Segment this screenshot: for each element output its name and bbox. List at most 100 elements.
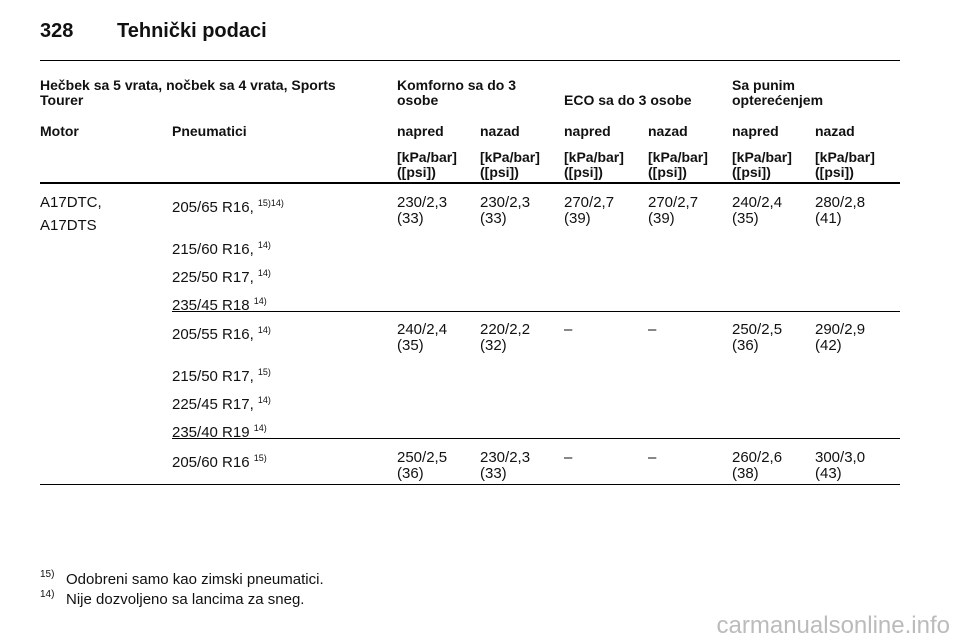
pressure: 260/2,6 (38) [732, 450, 782, 482]
unit-header: [kPa/bar] ([psi]) [397, 149, 457, 180]
pressure-psi: (33) [397, 210, 424, 227]
tyre-note: 14) [253, 296, 267, 306]
footnote-mark: 14) [40, 589, 55, 600]
column-header: napred [732, 123, 779, 139]
pressure-psi: (36) [397, 465, 424, 482]
pressure-kpa-bar: 240/2,4 [732, 194, 783, 211]
pressure-kpa-bar: 240/2,4 [397, 321, 448, 338]
column-header: nazad [480, 123, 520, 139]
pressure: 270/2,7 (39) [648, 195, 698, 227]
pressure-kpa-bar: 280/2,8 [815, 194, 866, 211]
pressure-psi: (41) [815, 210, 842, 227]
pressure-psi: (39) [564, 210, 591, 227]
pressure-psi: (36) [732, 337, 759, 354]
pressure-kpa-bar: 250/2,5 [732, 321, 783, 338]
tyre-size: 225/50 R17, [172, 269, 254, 286]
tyre-size: 215/60 R16, [172, 241, 254, 258]
tyre-size: 205/65 R16, [172, 199, 254, 216]
pressure-psi: (39) [648, 210, 675, 227]
tyre: 225/50 R17, 14) [172, 265, 271, 286]
tyre: 235/45 R18 14) [172, 293, 267, 314]
tyre: 215/60 R16, 14) [172, 237, 271, 258]
tyre-size: 215/50 R17, [172, 368, 254, 385]
column-header: napred [397, 123, 444, 139]
pressure: 250/2,5 (36) [397, 450, 447, 482]
pressure: 240/2,4 (35) [397, 322, 447, 354]
pressure-psi: (35) [732, 210, 759, 227]
tyre: 205/60 R16 15) [172, 450, 267, 471]
tyre-note: 15)14) [257, 198, 284, 208]
pressure: 230/2,3 (33) [480, 450, 530, 482]
pressure-kpa-bar: 300/3,0 [815, 449, 866, 466]
pressure-psi: (42) [815, 337, 842, 354]
column-header: nazad [648, 123, 688, 139]
tyre-note: 15) [253, 453, 267, 463]
tyre: 225/45 R17, 14) [172, 392, 271, 413]
pressure-kpa-bar: – [648, 321, 657, 338]
column-header: Motor [40, 123, 79, 139]
pressure-kpa-bar: 270/2,7 [564, 194, 615, 211]
unit-header: [kPa/bar] ([psi]) [815, 149, 875, 180]
tyre-note: 14) [257, 240, 271, 250]
pressure-kpa-bar: – [564, 321, 573, 338]
group-header: ECO sa do 3 osobe [564, 92, 692, 108]
footnote-text: Nije dozvoljeno sa lancima za sneg. [66, 591, 305, 608]
unit-header: [kPa/bar] ([psi]) [648, 149, 708, 180]
motor: A17DTS [40, 217, 97, 234]
rule [40, 182, 900, 184]
tyre: 215/50 R17, 15) [172, 364, 271, 385]
pressure: 240/2,4 (35) [732, 195, 782, 227]
column-header: Pneumatici [172, 123, 247, 139]
pressure-kpa-bar: – [648, 449, 657, 466]
tyre-size: 205/55 R16, [172, 326, 254, 343]
rule [172, 311, 900, 312]
tyre-size: 235/45 R18 [172, 297, 250, 314]
unit-header: [kPa/bar] ([psi]) [480, 149, 540, 180]
rule [40, 484, 900, 485]
page-title: Tehnički podaci [117, 20, 267, 42]
tyre-size: 205/60 R16 [172, 454, 250, 471]
pressure: 290/2,9 (42) [815, 322, 865, 354]
pressure: 270/2,7 (39) [564, 195, 614, 227]
pressure-psi: (43) [815, 465, 842, 482]
watermark: carmanualsonline.info [716, 612, 950, 639]
group-header: Komforno sa do 3 osobe [397, 77, 517, 108]
pressure-psi: (38) [732, 465, 759, 482]
tyre: 235/40 R19 14) [172, 420, 267, 441]
pressure-kpa-bar: 220/2,2 [480, 321, 531, 338]
pressure-psi: (33) [480, 210, 507, 227]
tyre-size: 225/45 R17, [172, 396, 254, 413]
pressure: – [648, 450, 656, 466]
pressure: 220/2,2 (32) [480, 322, 530, 354]
unit-header: [kPa/bar] ([psi]) [732, 149, 792, 180]
pressure-psi: (32) [480, 337, 507, 354]
page-number: 328 [40, 20, 74, 42]
tyre-note: 14) [257, 395, 271, 405]
tyre-note: 14) [253, 423, 267, 433]
tyre-size: 235/40 R19 [172, 424, 250, 441]
group-header: Hečbek sa 5 vrata, nočbek sa 4 vrata, Sp… [40, 77, 336, 108]
pressure-kpa-bar: 250/2,5 [397, 449, 448, 466]
pressure-kpa-bar: 260/2,6 [732, 449, 783, 466]
pressure: 230/2,3 (33) [480, 195, 530, 227]
footnote-text: Odobreni samo kao zimski pneumatici. [66, 571, 324, 588]
pressure: 300/3,0 (43) [815, 450, 865, 482]
rule [172, 438, 900, 439]
tyre-note: 15) [257, 367, 271, 377]
group-header: Sa punim opterećenjem [732, 77, 824, 108]
pressure: 230/2,3 (33) [397, 195, 447, 227]
footnote-mark: 15) [40, 569, 55, 580]
column-header: nazad [815, 123, 855, 139]
pressure: 280/2,8 (41) [815, 195, 865, 227]
tyre-note: 14) [257, 268, 271, 278]
tyre-note: 14) [257, 325, 271, 335]
pressure: – [564, 322, 572, 338]
pressure-psi: (33) [480, 465, 507, 482]
pressure-kpa-bar: 270/2,7 [648, 194, 699, 211]
column-header: napred [564, 123, 611, 139]
pressure-kpa-bar: 230/2,3 [480, 194, 531, 211]
pressure-kpa-bar: 230/2,3 [397, 194, 448, 211]
pressure-kpa-bar: 290/2,9 [815, 321, 866, 338]
tyre: 205/65 R16, 15)14) [172, 195, 284, 216]
